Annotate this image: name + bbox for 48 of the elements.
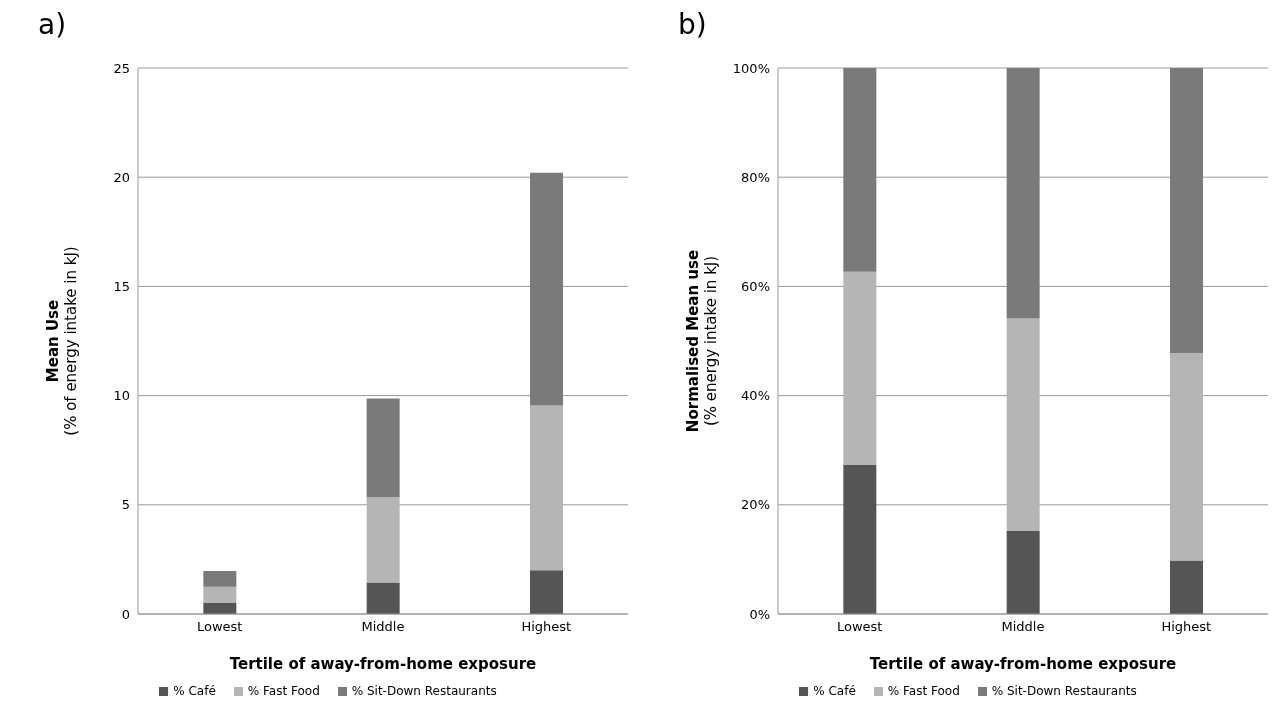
bar (203, 603, 237, 614)
y-tick-label: 5 (121, 497, 130, 513)
y-tick-label: 10 (113, 388, 130, 404)
bar (530, 405, 563, 571)
bar (366, 398, 400, 498)
legend-label: % Sit-Down Restaurants (350, 684, 497, 698)
bar (530, 172, 563, 406)
bar (843, 464, 877, 614)
x-tick-label: Highest (521, 619, 572, 635)
bar (366, 497, 400, 583)
x-axis-title: Tertile of away-from-home exposure (869, 655, 1177, 673)
chart-title: b) (677, 8, 708, 43)
x-tick-label: Lowest (836, 619, 883, 635)
y-tick-label: 0% (749, 606, 770, 622)
bar (1006, 68, 1040, 319)
legend-label: % Fast Food (886, 684, 960, 698)
bar (1170, 560, 1203, 614)
y-tick-label: 0 (121, 606, 130, 622)
y-tick-label: 25 (113, 60, 130, 76)
y-tick-label: 80% (741, 169, 770, 185)
bar (843, 68, 877, 272)
x-tick-label: Highest (1161, 619, 1212, 635)
y-tick-label: 20% (741, 497, 770, 513)
y-tick-label: 60% (741, 279, 770, 295)
y-tick-label: 40% (741, 388, 770, 404)
bar (1170, 68, 1203, 354)
y-tick-label: 100% (732, 60, 770, 76)
x-tick-label: Middle (361, 619, 405, 635)
y-axis-title: Mean Use (% of energy intake in kJ) (44, 246, 80, 436)
x-axis-title: Tertile of away-from-home exposure (229, 655, 537, 673)
y-tick-label: 15 (113, 279, 130, 295)
x-tick-label: Middle (1001, 619, 1045, 635)
bar (1006, 318, 1040, 532)
bar (530, 570, 563, 614)
bar (1170, 353, 1203, 561)
legend-label: % Café (812, 684, 856, 698)
bar (366, 582, 400, 614)
chart-title: a) (37, 8, 68, 43)
legend-label: % Café (172, 684, 216, 698)
legend-label: % Fast Food (246, 684, 320, 698)
y-tick-label: 20 (113, 169, 130, 185)
legend-label: % Sit-Down Restaurants (990, 684, 1137, 698)
y-axis-title: Normalised Mean use (% energy intake in kJ) (684, 249, 720, 433)
bar (203, 586, 237, 604)
x-tick-label: Lowest (196, 619, 243, 635)
bar (843, 271, 877, 465)
bar (1006, 531, 1040, 614)
bar (203, 570, 237, 587)
